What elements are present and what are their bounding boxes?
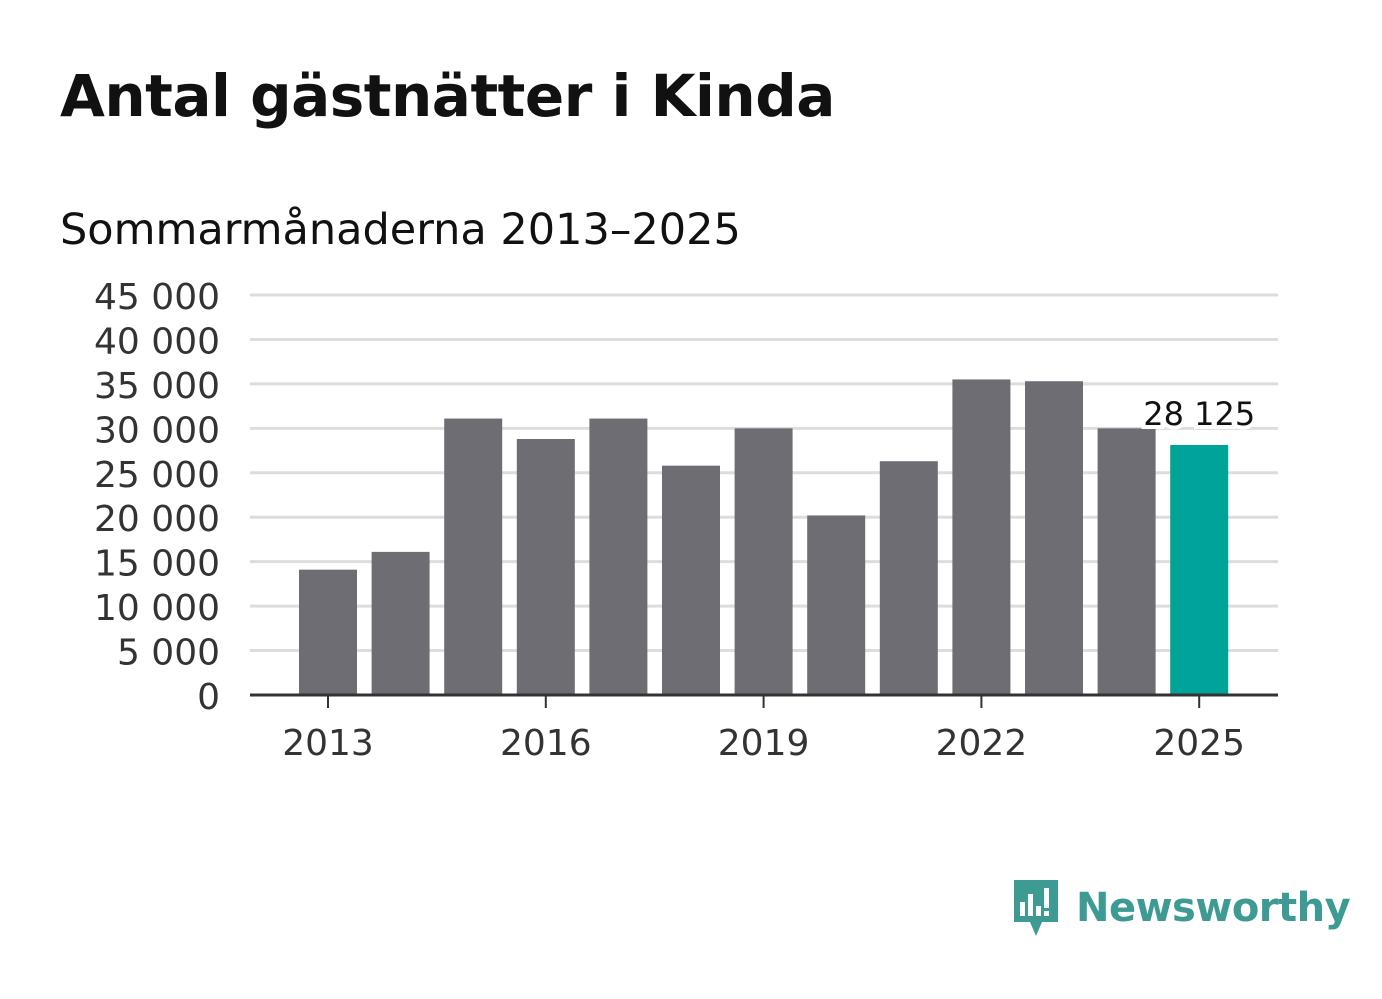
bar-2025: [1170, 445, 1229, 695]
x-tick-label: 2016: [500, 723, 592, 764]
bar-2021: [879, 461, 938, 695]
chart-title: Antal gästnätter i Kinda: [60, 62, 835, 130]
y-tick-label: 45 000: [94, 277, 220, 318]
y-tick-label: 35 000: [94, 366, 220, 407]
y-tick-label: 15 000: [94, 544, 220, 585]
bar-2018: [662, 465, 720, 695]
x-axis-tick-labels: 2013 2016 2019 2022 2025: [282, 723, 1245, 764]
bar-2016: [516, 439, 575, 695]
annotations: 28 125: [1139, 391, 1259, 437]
bars: [299, 379, 1229, 695]
bar-2015: [444, 418, 503, 695]
bar-2017: [589, 418, 648, 695]
brand-logo: Newsworthy: [1010, 876, 1351, 940]
y-tick-label: 25 000: [94, 455, 220, 496]
bar-2022: [952, 379, 1011, 695]
bar-2013: [299, 569, 357, 695]
bar-2020: [807, 515, 866, 695]
bar-2014: [371, 551, 430, 695]
newsworthy-logo-icon: [1014, 880, 1058, 936]
y-tick-label: 40 000: [94, 321, 220, 362]
bar-2019: [734, 428, 793, 695]
x-tick-label: 2022: [936, 723, 1028, 764]
y-tick-label: 5 000: [117, 633, 220, 674]
x-tick-label: 2019: [718, 723, 810, 764]
x-tick-label: 2025: [1153, 723, 1245, 764]
y-tick-label: 20 000: [94, 499, 220, 540]
y-tick-label: 30 000: [94, 410, 220, 451]
data-label-2025: 28 125: [1143, 395, 1255, 433]
bar-2023: [1025, 381, 1083, 695]
chart-subtitle: Sommarmånaderna 2013–2025: [60, 205, 741, 255]
x-axis: [250, 693, 1278, 708]
x-tick-label: 2013: [282, 723, 374, 764]
y-tick-label: 0: [197, 677, 220, 718]
y-tick-label: 10 000: [94, 588, 220, 629]
bar-2024: [1097, 428, 1156, 695]
brand-name: Newsworthy: [1076, 885, 1351, 931]
